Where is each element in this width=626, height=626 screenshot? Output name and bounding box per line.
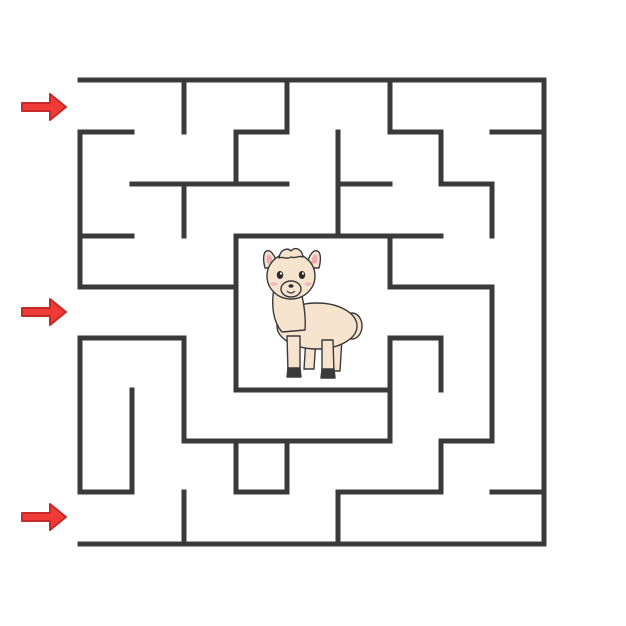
llama-icon[interactable]: [262, 247, 363, 379]
entrance-arrow-icon[interactable]: [21, 503, 67, 531]
entrance-arrows: [21, 93, 67, 531]
entrance-arrow-icon[interactable]: [21, 298, 67, 326]
entrance-arrow-icon[interactable]: [21, 93, 67, 121]
maze-walls: [77, 77, 547, 547]
